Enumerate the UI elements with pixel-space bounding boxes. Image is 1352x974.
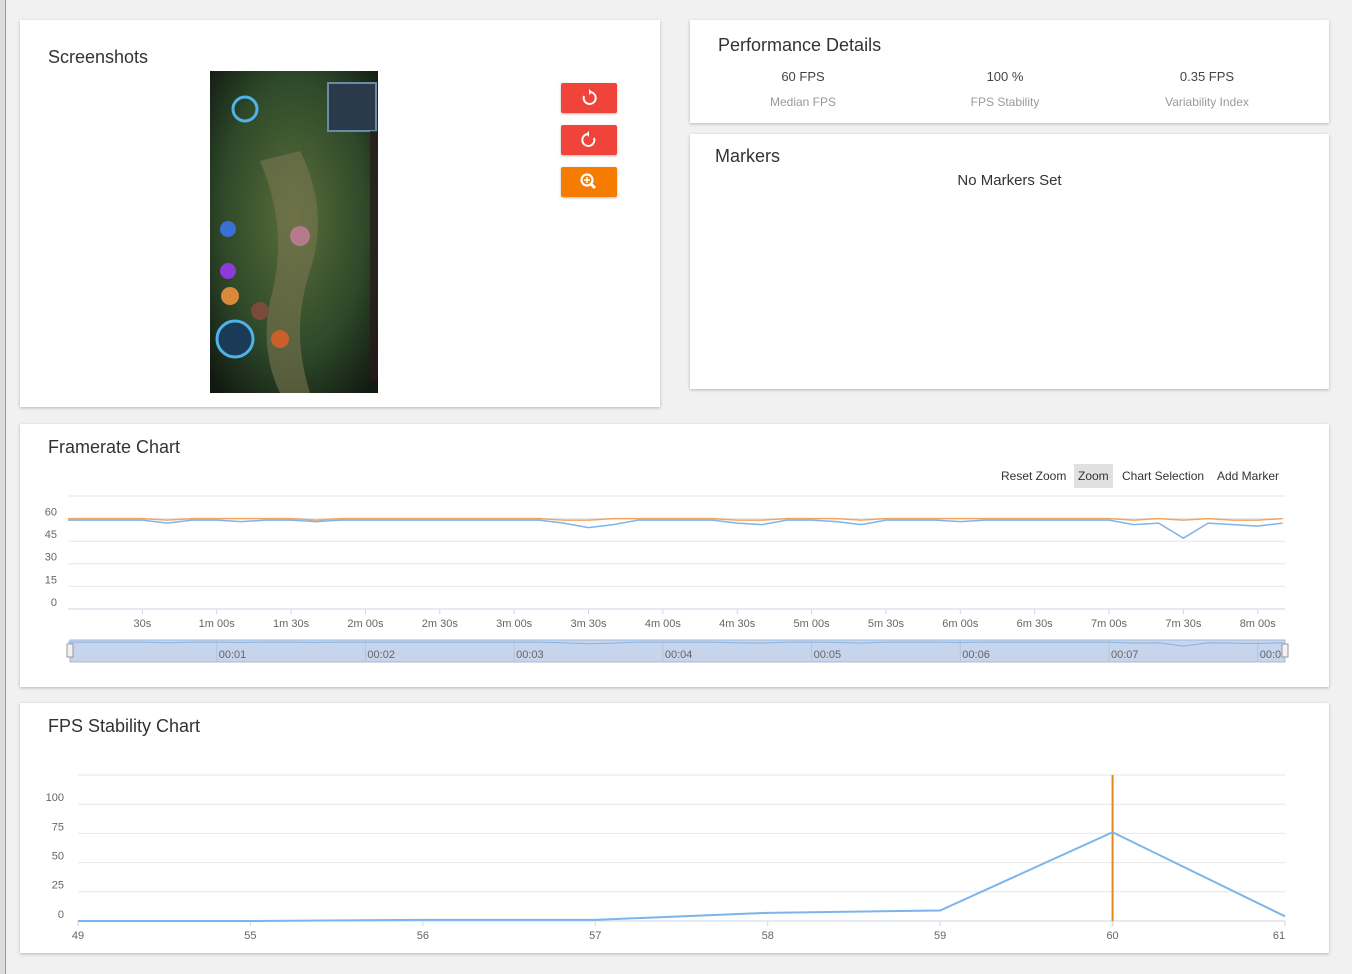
stat-label: Median FPS bbox=[769, 95, 837, 109]
x-tick-label: 7m 00s bbox=[1091, 618, 1128, 630]
navigator-tick-label: 00:03 bbox=[516, 649, 544, 661]
zoom-button[interactable] bbox=[561, 167, 617, 197]
x-tick-label: 3m 00s bbox=[496, 618, 533, 630]
x-tick-label: 56 bbox=[417, 930, 429, 942]
card-title: Screenshots bbox=[48, 47, 149, 67]
empty-message: No Markers Set bbox=[957, 172, 1062, 189]
x-tick-label: 61 bbox=[1273, 930, 1285, 942]
series-line bbox=[68, 519, 1283, 540]
stability-card: FPS Stability Chart 0 25 50 75 100 49 55 56 57 58… bbox=[20, 703, 1329, 953]
navigator-tick-label: 00:04 bbox=[665, 649, 693, 661]
add-marker-button[interactable]: Add Marker bbox=[1213, 464, 1283, 488]
navigator-tick-label: 00:06 bbox=[962, 649, 990, 661]
markers-card: Markers No Markers Set bbox=[690, 134, 1329, 389]
x-tick-label: 30s bbox=[133, 618, 151, 630]
navigator-tick-label: 00:05 bbox=[814, 649, 842, 661]
rotate-right-button[interactable] bbox=[561, 125, 617, 155]
x-tick-label: 60 bbox=[1106, 930, 1118, 942]
y-tick-label: 75 bbox=[52, 821, 64, 833]
stat-value: 0.35 FPS bbox=[1179, 69, 1235, 84]
x-tick-label: 55 bbox=[244, 930, 256, 942]
card-title: Performance Details bbox=[718, 35, 882, 55]
card-title: Markers bbox=[715, 146, 781, 166]
window-edge bbox=[0, 0, 6, 974]
x-tick-label: 2m 30s bbox=[422, 618, 459, 630]
navigator-line bbox=[68, 641, 1283, 647]
x-tick-label: 4m 00s bbox=[645, 618, 682, 630]
performance-card: Performance Details 60 FPS Median FPS 10… bbox=[690, 20, 1329, 123]
y-tick-label: 25 bbox=[52, 880, 64, 892]
reset-zoom-button[interactable]: Reset Zoom bbox=[997, 464, 1070, 488]
x-tick-label: 8m 00s bbox=[1240, 618, 1277, 630]
x-tick-label: 6m 30s bbox=[1017, 618, 1054, 630]
y-tick-label: 100 bbox=[46, 792, 64, 804]
y-tick-label: 60 bbox=[45, 507, 57, 519]
x-tick-label: 1m 30s bbox=[273, 618, 310, 630]
x-tick-label: 5m 00s bbox=[794, 618, 831, 630]
stat-label: FPS Stability bbox=[970, 95, 1040, 109]
rotate-left-button[interactable] bbox=[561, 83, 617, 113]
x-tick-label: 1m 00s bbox=[199, 618, 236, 630]
series-line bbox=[78, 831, 1286, 922]
x-tick-label: 49 bbox=[72, 930, 84, 942]
chart-selection-button[interactable]: Chart Selection bbox=[1118, 464, 1208, 488]
x-tick-label: 58 bbox=[762, 930, 774, 942]
x-tick-label: 5m 30s bbox=[868, 618, 905, 630]
x-tick-label: 57 bbox=[589, 930, 601, 942]
navigator-handle bbox=[1281, 643, 1289, 658]
series-line bbox=[68, 517, 1283, 521]
y-tick-label: 15 bbox=[45, 574, 57, 586]
card-title: Framerate Chart bbox=[48, 437, 180, 457]
navigator-tick-label: 00:07 bbox=[1111, 649, 1139, 661]
y-tick-label: 50 bbox=[52, 851, 64, 863]
y-tick-label: 45 bbox=[45, 529, 57, 541]
y-tick-label: 0 bbox=[51, 597, 57, 609]
y-tick-label: 30 bbox=[45, 552, 57, 564]
navigator-tick-label: 00:02 bbox=[367, 649, 395, 661]
navigator-handle bbox=[66, 643, 74, 658]
stat-value: 100 % bbox=[986, 69, 1024, 84]
x-tick-label: 4m 30s bbox=[719, 618, 756, 630]
x-tick-label: 7m 30s bbox=[1165, 618, 1202, 630]
x-tick-label: 59 bbox=[934, 930, 946, 942]
x-tick-label: 6m 00s bbox=[942, 618, 979, 630]
card-title: FPS Stability Chart bbox=[48, 716, 200, 736]
stat-value: 60 FPS bbox=[781, 69, 825, 84]
navigator-tick-label: 00:08 bbox=[1260, 649, 1288, 661]
navigator-tick-label: 00:01 bbox=[219, 649, 247, 661]
framerate-chart: Framerate Chart 0 15 30 45 60 30s 1m 00s 1m 30s… bbox=[45, 437, 1289, 663]
framerate-card: Framerate Chart 0 15 30 45 60 30s 1m 00s 1m 30s… bbox=[20, 424, 1329, 687]
game-screenshot[interactable] bbox=[210, 71, 378, 393]
zoom-mode-button[interactable]: Zoom bbox=[1074, 464, 1113, 488]
x-tick-label: 2m 00s bbox=[347, 618, 384, 630]
stat-label: Variability Index bbox=[1165, 95, 1249, 109]
y-tick-label: 0 bbox=[58, 909, 64, 921]
stability-chart: FPS Stability Chart 0 25 50 75 100 49 55 56 57 58… bbox=[46, 716, 1286, 942]
screenshots-card: Screenshots bbox=[20, 20, 660, 407]
x-tick-label: 3m 30s bbox=[570, 618, 607, 630]
